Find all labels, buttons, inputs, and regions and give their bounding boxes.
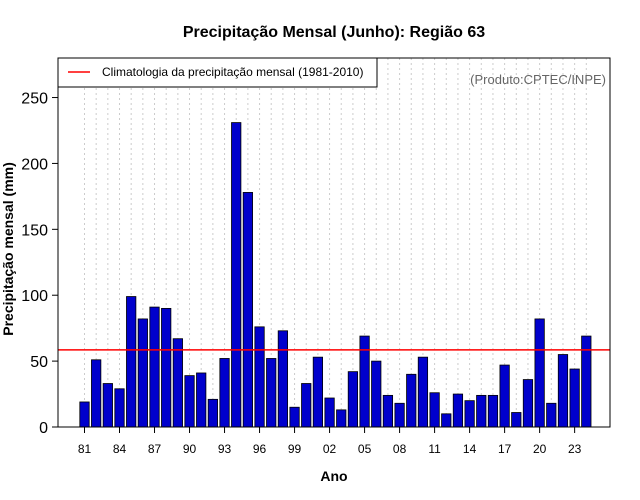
x-tick-label: 84 xyxy=(113,442,127,456)
bar xyxy=(499,364,510,428)
x-tick-label: 14 xyxy=(463,442,477,456)
bar xyxy=(196,372,207,428)
bar xyxy=(91,359,102,428)
bar xyxy=(126,296,137,428)
bar xyxy=(324,397,335,428)
x-tick-label: 87 xyxy=(148,442,162,456)
x-tick-label: 90 xyxy=(183,442,197,456)
x-tick-label: 20 xyxy=(533,442,547,456)
bar xyxy=(266,358,277,428)
bar xyxy=(569,368,580,428)
y-tick-label: 0 xyxy=(39,420,48,437)
product-credit: (Produto:CPTEC/INPE) xyxy=(470,72,606,87)
bar xyxy=(336,409,347,428)
bar xyxy=(429,392,440,428)
y-tick-label: 50 xyxy=(30,354,48,371)
bar xyxy=(417,356,429,428)
bar xyxy=(172,338,183,428)
bar xyxy=(301,383,312,428)
bar xyxy=(382,394,394,428)
y-tick-label: 250 xyxy=(21,91,48,108)
bar xyxy=(511,412,522,428)
x-tick-label: 05 xyxy=(358,442,372,456)
bar xyxy=(394,402,405,428)
bar xyxy=(219,358,230,428)
y-axis: 0 50 100 150 200 250 xyxy=(21,91,58,437)
bar xyxy=(114,388,125,428)
bar xyxy=(242,192,253,428)
y-tick-label: 200 xyxy=(21,156,48,173)
grid-layer xyxy=(84,58,587,427)
y-axis-label: Precipitação mensal (mm) xyxy=(0,162,16,336)
bar xyxy=(534,318,545,428)
bar xyxy=(371,360,382,428)
bar xyxy=(522,379,534,428)
x-axis: 81 84 87 90 93 96 99 02 05 08 11 14 17 20 23 xyxy=(78,427,582,456)
y-tick-label: 100 xyxy=(21,288,48,305)
legend: Climatologia da precipitação mensal (198… xyxy=(57,57,378,88)
x-tick-label: 02 xyxy=(323,442,337,456)
bar xyxy=(254,326,265,428)
y-tick-label: 150 xyxy=(21,222,48,239)
bars-layer xyxy=(79,122,592,428)
x-tick-label: 17 xyxy=(498,442,512,456)
bar xyxy=(231,122,242,428)
x-tick-label: 99 xyxy=(288,442,302,456)
bar xyxy=(452,393,464,428)
legend-label: Climatologia da precipitação mensal (198… xyxy=(102,65,363,79)
bar xyxy=(464,400,475,428)
x-tick-label: 23 xyxy=(568,442,582,456)
bar xyxy=(102,383,113,428)
chart-title: Precipitação Mensal (Junho): Região 63 xyxy=(183,24,485,41)
x-tick-label: 81 xyxy=(78,442,92,456)
bar xyxy=(406,373,417,428)
bar xyxy=(347,371,359,428)
bar xyxy=(557,354,569,428)
bar xyxy=(289,406,300,428)
bar xyxy=(546,402,557,428)
bar xyxy=(441,413,452,428)
bar xyxy=(184,375,195,428)
bar xyxy=(161,307,172,428)
bar xyxy=(79,401,90,428)
bar xyxy=(149,306,160,428)
bar xyxy=(476,394,487,428)
bar xyxy=(137,318,148,428)
x-tick-label: 93 xyxy=(218,442,232,456)
legend-box xyxy=(57,57,378,88)
x-tick-label: 11 xyxy=(428,442,441,456)
bar xyxy=(487,394,499,428)
x-axis-label: Ano xyxy=(320,468,347,484)
bar xyxy=(207,398,218,428)
x-tick-label: 96 xyxy=(253,442,267,456)
bar xyxy=(277,330,288,428)
x-tick-label: 08 xyxy=(393,442,407,456)
bar xyxy=(312,356,324,428)
